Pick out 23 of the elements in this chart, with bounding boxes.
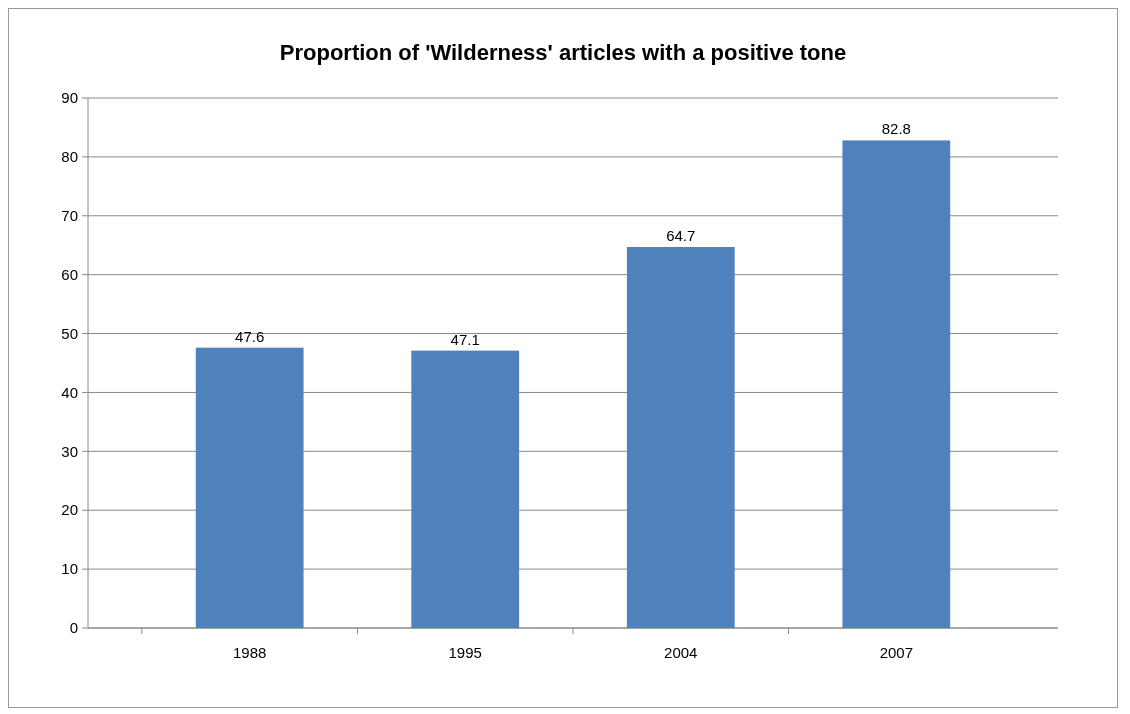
- y-tick-label: 90: [61, 89, 78, 107]
- chart-title: Proportion of 'Wilderness' articles with a positive tone: [279, 40, 847, 65]
- data-label: 47.1: [450, 330, 480, 348]
- y-tick-label: 70: [61, 207, 78, 225]
- bar: [411, 350, 520, 628]
- x-tick-label: 1995: [448, 644, 482, 661]
- y-tick-label: 60: [61, 265, 78, 283]
- bar: [842, 140, 951, 628]
- x-tick-label: 2007: [879, 644, 914, 661]
- y-tick-label: 50: [61, 324, 78, 342]
- bar: [626, 246, 735, 628]
- y-tick-label: 40: [61, 383, 78, 401]
- data-label: 47.6: [235, 327, 265, 345]
- data-label: 64.7: [666, 226, 696, 244]
- y-tick-label: 30: [61, 442, 78, 460]
- y-tick-label: 80: [61, 148, 78, 166]
- data-label: 82.8: [881, 120, 911, 138]
- y-tick-label: 20: [61, 501, 78, 519]
- x-tick-label: 2004: [664, 644, 698, 661]
- x-tick-label: 1988: [232, 644, 267, 661]
- y-tick-label: 10: [61, 560, 78, 578]
- y-tick-label: 0: [69, 619, 78, 637]
- bar: [195, 347, 304, 628]
